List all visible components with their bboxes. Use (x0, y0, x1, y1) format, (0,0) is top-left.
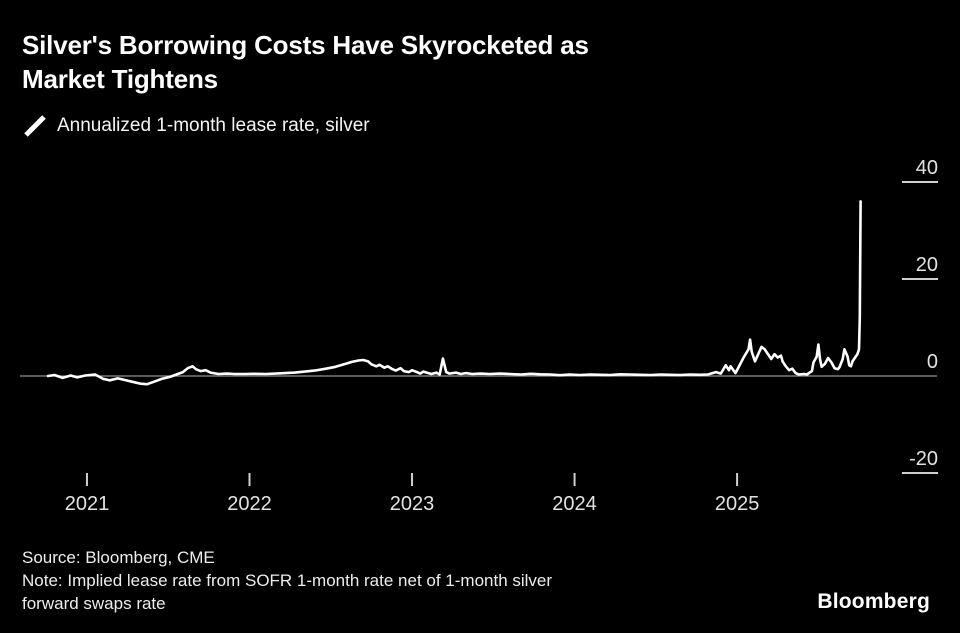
y-tick-label: 0 (927, 351, 938, 373)
x-tick-label: 2021 (65, 493, 110, 515)
x-tick-label: 2025 (715, 493, 760, 515)
chart-title-line2: Market Tightens (22, 64, 218, 94)
y-tick-label: 20 (916, 254, 938, 276)
x-tick-label: 2023 (390, 493, 435, 515)
chart-title: Silver's Borrowing Costs Have Skyrockete… (22, 28, 589, 96)
source-note: Source: Bloomberg, CME (22, 548, 215, 567)
methodology-note-line1: Note: Implied lease rate from SOFR 1-mon… (22, 571, 553, 590)
y-tick-label: 40 (916, 157, 938, 179)
bloomberg-logo: Bloomberg (817, 590, 930, 613)
methodology-note-line2: forward swaps rate (22, 594, 166, 613)
footer: Source: Bloomberg, CME Note: Implied lea… (22, 546, 552, 615)
y-tick-label: -20 (909, 448, 938, 470)
chart-title-line1: Silver's Borrowing Costs Have Skyrockete… (22, 30, 589, 60)
legend-label: Annualized 1-month lease rate, silver (57, 115, 370, 136)
x-tick-label: 2024 (552, 493, 597, 515)
series-line (46, 200, 862, 386)
x-tick-label: 2022 (227, 493, 272, 515)
line-series-icon (24, 115, 46, 137)
legend: Annualized 1-month lease rate, silver (22, 114, 370, 138)
